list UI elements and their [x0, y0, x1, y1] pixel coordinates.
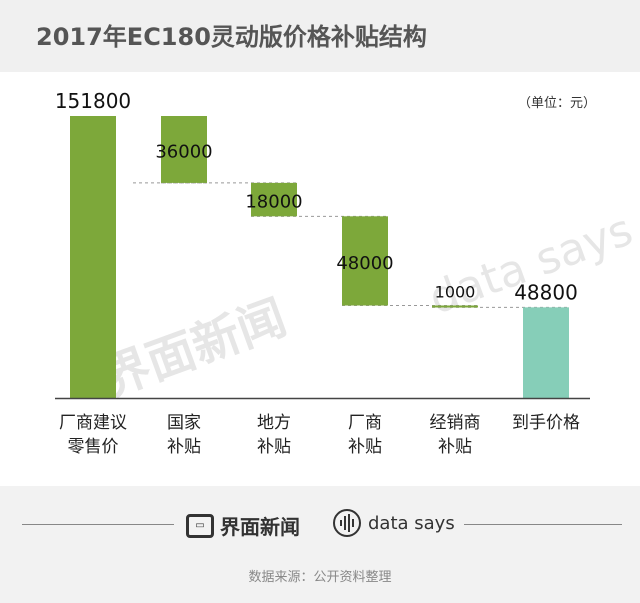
bar: [70, 116, 116, 398]
bar: [251, 182, 297, 217]
category-label: 补贴: [348, 437, 382, 457]
category-label: 补贴: [257, 437, 291, 457]
category-label: 厂商建议: [59, 413, 127, 433]
bar-value-label: 18000: [245, 192, 302, 213]
jiemian-logo-text: 界面新闻: [220, 515, 300, 539]
footer-band: [0, 486, 640, 603]
footer-divider-right: [464, 524, 622, 525]
bar-value-label: 151800: [55, 89, 131, 113]
category-label: 补贴: [167, 437, 201, 457]
category-label: 经销商: [430, 413, 481, 433]
watermark-brand-cn: 界面新闻: [94, 289, 294, 407]
bar-value-label: 48000: [336, 253, 393, 274]
value-labels: 151800 36000 18000 48000 1000 48800: [55, 89, 578, 304]
jiemian-logo: ▭ 界面新闻: [186, 511, 300, 540]
bar-value-label: 48800: [514, 280, 578, 304]
category-label: 地方: [257, 413, 291, 433]
jiemian-logo-icon: ▭: [186, 513, 214, 538]
data-source: 数据来源：公开资料整理: [248, 570, 392, 585]
category-label: 国家: [167, 413, 201, 433]
category-label: 零售价: [68, 437, 119, 457]
title-bar: 2017年EC180灵动版价格补贴结构: [0, 0, 640, 72]
bars: [70, 116, 569, 398]
datasays-logo-icon: [333, 509, 361, 537]
datasays-logo: data says: [332, 508, 455, 538]
bar: [342, 216, 388, 306]
category-label: 到手价格: [512, 413, 580, 433]
datasays-logo-text: data says: [368, 512, 455, 534]
bar-value-label: 36000: [155, 141, 212, 162]
bar: [523, 307, 569, 398]
chart-title: 2017年EC180灵动版价格补贴结构: [36, 23, 427, 51]
category-label: 厂商: [348, 413, 382, 433]
bar: [432, 305, 478, 308]
category-label: 补贴: [438, 437, 472, 457]
bar-value-label: 1000: [435, 282, 476, 301]
unit-label: （单位：元）: [517, 96, 596, 111]
bar: [161, 116, 207, 183]
footer-divider-left: [22, 524, 174, 525]
